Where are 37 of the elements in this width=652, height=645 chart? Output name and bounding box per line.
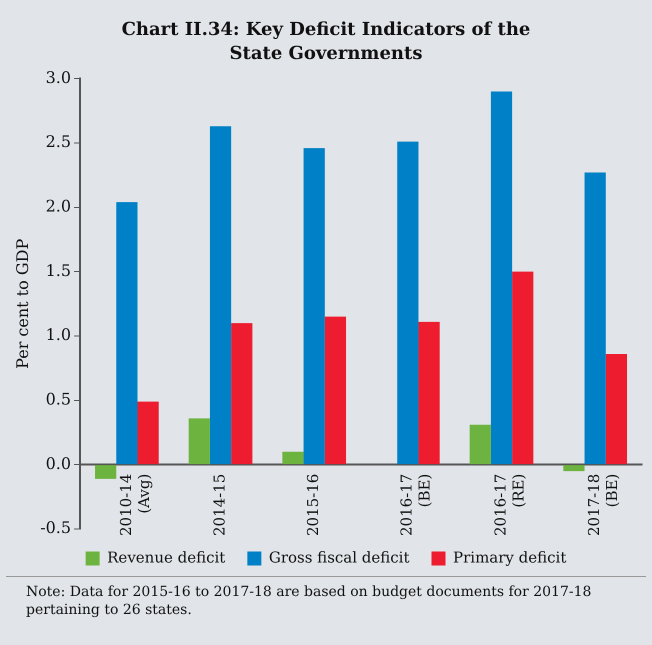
bar <box>606 354 628 464</box>
y-tick-label: 2.5 <box>46 132 72 152</box>
bar <box>137 402 159 464</box>
bar <box>512 272 534 464</box>
bar <box>563 465 585 472</box>
x-tick-label: 2014-15 <box>210 474 228 536</box>
x-tick-label: 2017-18 (BE) <box>585 474 622 536</box>
bar <box>231 323 252 464</box>
legend-label: Primary deficit <box>453 548 566 566</box>
bar <box>304 148 325 464</box>
bar <box>95 465 116 479</box>
chart-title: Chart II.34: Key Deficit Indicators of the State Governments <box>120 18 532 66</box>
y-tick-label: 0.5 <box>46 389 72 408</box>
bar <box>418 322 440 464</box>
legend-label: Gross fiscal deficit <box>268 548 410 566</box>
bar <box>470 424 491 464</box>
y-tick-label: 1.5 <box>46 260 72 280</box>
y-tick-label: 0.0 <box>46 454 72 473</box>
y-tick-label: -0.5 <box>40 518 72 538</box>
bar <box>324 316 346 464</box>
legend-label: Revenue deficit <box>107 548 226 566</box>
bar <box>282 452 304 464</box>
y-tick-label: 2.0 <box>46 196 72 216</box>
bar <box>210 126 232 464</box>
bar <box>397 142 418 464</box>
x-tick-label: 2015-16 <box>304 474 322 536</box>
x-tick-label: 2016-17 (RE) <box>491 474 528 536</box>
bar <box>188 418 210 464</box>
y-tick-label: 3.0 <box>46 68 72 87</box>
x-tick-label: 2010-14 (Avg) <box>116 474 153 536</box>
bar <box>116 202 138 464</box>
bar <box>584 172 606 464</box>
y-axis-title: Per cent to GDP <box>12 238 32 369</box>
y-tick-label: 1.0 <box>46 325 72 344</box>
x-tick-label: 2016-17 (BE) <box>398 474 434 536</box>
text: Note: Data for 2015-16 to 2017-18 are based on budget documents for 2017-18 pertaining to 26 states. <box>26 583 592 619</box>
bar <box>490 91 512 464</box>
